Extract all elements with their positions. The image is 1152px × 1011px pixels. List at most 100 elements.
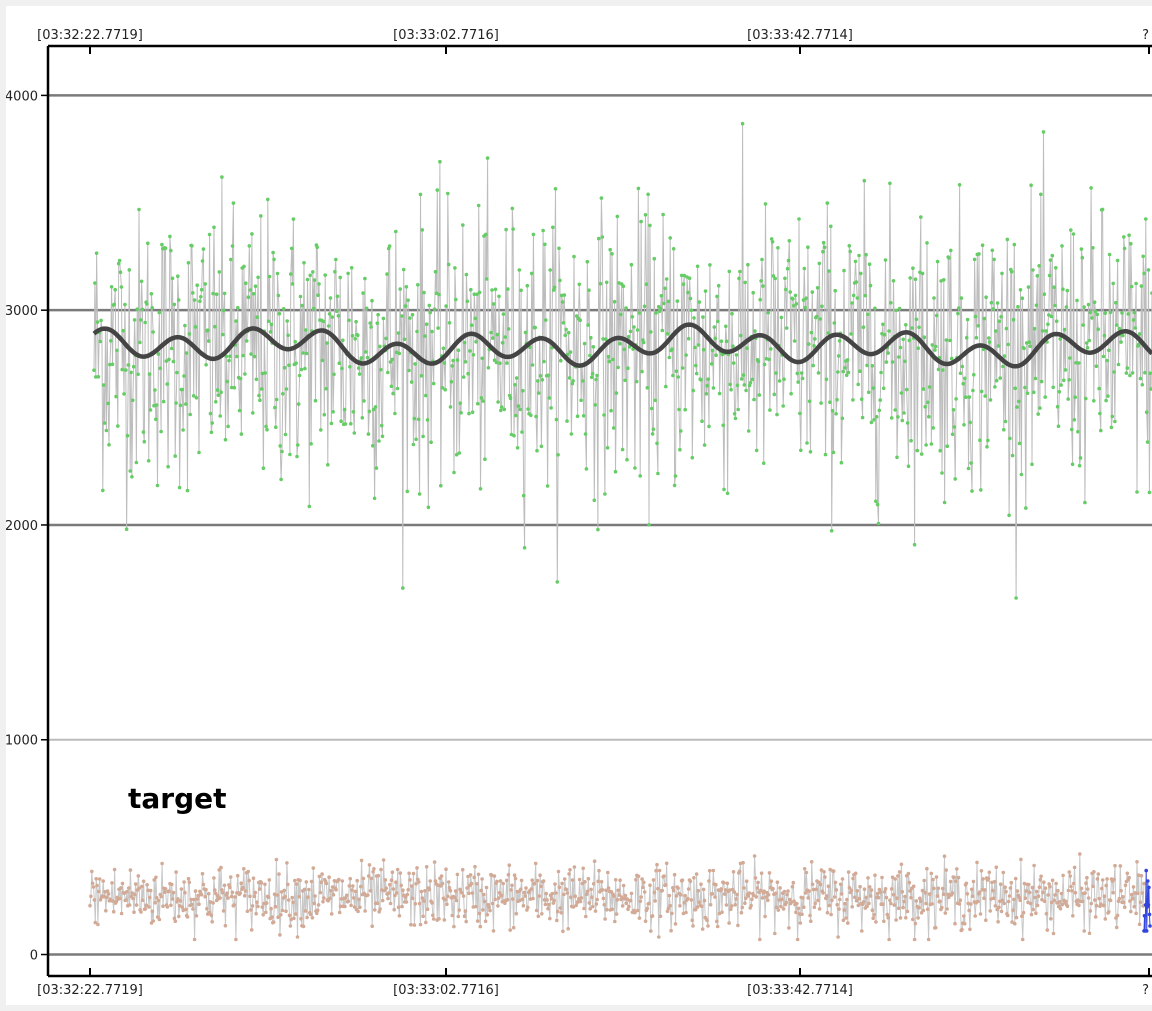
series-target-point <box>1020 937 1025 942</box>
series-upper-point <box>954 397 958 401</box>
series-upper-point <box>925 241 929 245</box>
series-upper-point <box>679 273 684 278</box>
series-upper-point <box>932 296 936 300</box>
series-target-point <box>230 890 235 895</box>
series-target-point <box>531 896 535 901</box>
series-upper-point <box>176 274 180 279</box>
series-target-point <box>319 880 324 884</box>
series-upper-point <box>455 358 460 362</box>
series-target-point <box>524 886 528 890</box>
series-upper-point <box>264 424 268 429</box>
series-target-point <box>157 917 162 922</box>
series-target-point <box>671 886 675 890</box>
series-target-point <box>625 897 629 901</box>
series-upper-point <box>140 307 145 312</box>
series-upper-point <box>1139 284 1144 288</box>
series-upper-point <box>988 398 993 402</box>
series-target-point <box>1031 907 1035 912</box>
series-target-point <box>697 900 701 904</box>
series-target-point <box>810 882 815 887</box>
series-upper-point <box>1144 410 1149 415</box>
series-upper-point <box>739 333 743 338</box>
series-target-point <box>722 881 726 885</box>
series-smoothed-line <box>92 322 1152 369</box>
series-target-point <box>1020 914 1024 918</box>
series-upper-point <box>649 406 654 411</box>
series-target-point <box>1079 886 1084 891</box>
series-upper-point <box>1065 288 1070 293</box>
series-target-point <box>1093 898 1097 902</box>
series-target-point <box>1059 891 1064 896</box>
series-target-point <box>843 901 847 906</box>
series-target-point <box>1013 876 1018 881</box>
series-target-point <box>251 876 256 880</box>
series-upper-point <box>758 297 762 302</box>
series-upper-point <box>1033 376 1038 381</box>
series-target-point <box>590 895 594 899</box>
series-target-point <box>546 906 550 911</box>
series-upper-point <box>1079 247 1084 251</box>
series-upper-point <box>343 422 348 426</box>
series-upper-point <box>997 319 1002 324</box>
series-target-point <box>979 869 984 873</box>
series-upper-point <box>261 466 266 471</box>
series-target-point <box>1052 898 1057 903</box>
series-target-point <box>379 867 383 872</box>
series-target-point <box>983 888 987 892</box>
series-target-point <box>248 894 252 899</box>
series-target-point <box>834 888 839 892</box>
series-target-point <box>173 919 178 923</box>
series-target-point <box>1048 884 1052 889</box>
series-target-point <box>942 854 947 858</box>
series-upper-point <box>701 315 705 319</box>
series-target-point <box>361 876 366 881</box>
series-target-point <box>1011 908 1015 912</box>
series-upper-point <box>519 288 523 293</box>
series-upper-point <box>858 369 862 374</box>
series-target-point <box>200 871 205 876</box>
series-upper-point <box>768 408 772 412</box>
series-target-point <box>786 889 790 893</box>
series-upper-point <box>704 392 709 396</box>
series-upper-point <box>254 377 259 382</box>
series-upper-point <box>1018 288 1023 292</box>
series-upper-point <box>754 448 759 453</box>
series-target-point <box>145 883 149 887</box>
series-target-point <box>124 898 128 902</box>
series-target-point <box>239 881 243 885</box>
series-upper-point <box>1042 292 1047 297</box>
series-target-point <box>762 889 766 893</box>
series-target-point <box>274 857 279 862</box>
series-target-point <box>347 884 352 888</box>
series-upper-point <box>146 241 150 246</box>
series-upper-point <box>96 375 101 379</box>
series-target-point <box>647 901 651 906</box>
series-target-point <box>945 907 949 911</box>
series-target-point <box>458 887 462 892</box>
series-target-point <box>732 890 737 894</box>
series-upper-point <box>215 388 220 392</box>
series-upper-point <box>1144 217 1148 221</box>
series-upper-point <box>402 337 407 342</box>
series-upper-point <box>577 282 582 287</box>
series-upper-point <box>1017 441 1022 446</box>
series-target-point <box>844 916 848 920</box>
series-target-point <box>1042 880 1046 884</box>
series-upper-point <box>1093 309 1098 314</box>
series-upper-point <box>116 424 120 428</box>
series-target-point <box>144 903 149 907</box>
series-upper-point <box>982 316 987 321</box>
series-upper-point <box>804 296 808 301</box>
series-upper-point <box>859 397 864 402</box>
series-upper-point <box>1089 186 1093 190</box>
series-upper-point <box>159 429 163 434</box>
series-upper-point <box>826 331 830 335</box>
series-target-point <box>934 875 939 879</box>
series-upper-point <box>874 499 878 504</box>
series-upper-point <box>145 302 149 306</box>
series-upper-point <box>863 293 867 298</box>
series-upper-point <box>1054 266 1058 270</box>
series-target-point <box>329 912 334 916</box>
series-upper-point <box>1052 285 1056 290</box>
series-upper-point <box>929 442 934 446</box>
